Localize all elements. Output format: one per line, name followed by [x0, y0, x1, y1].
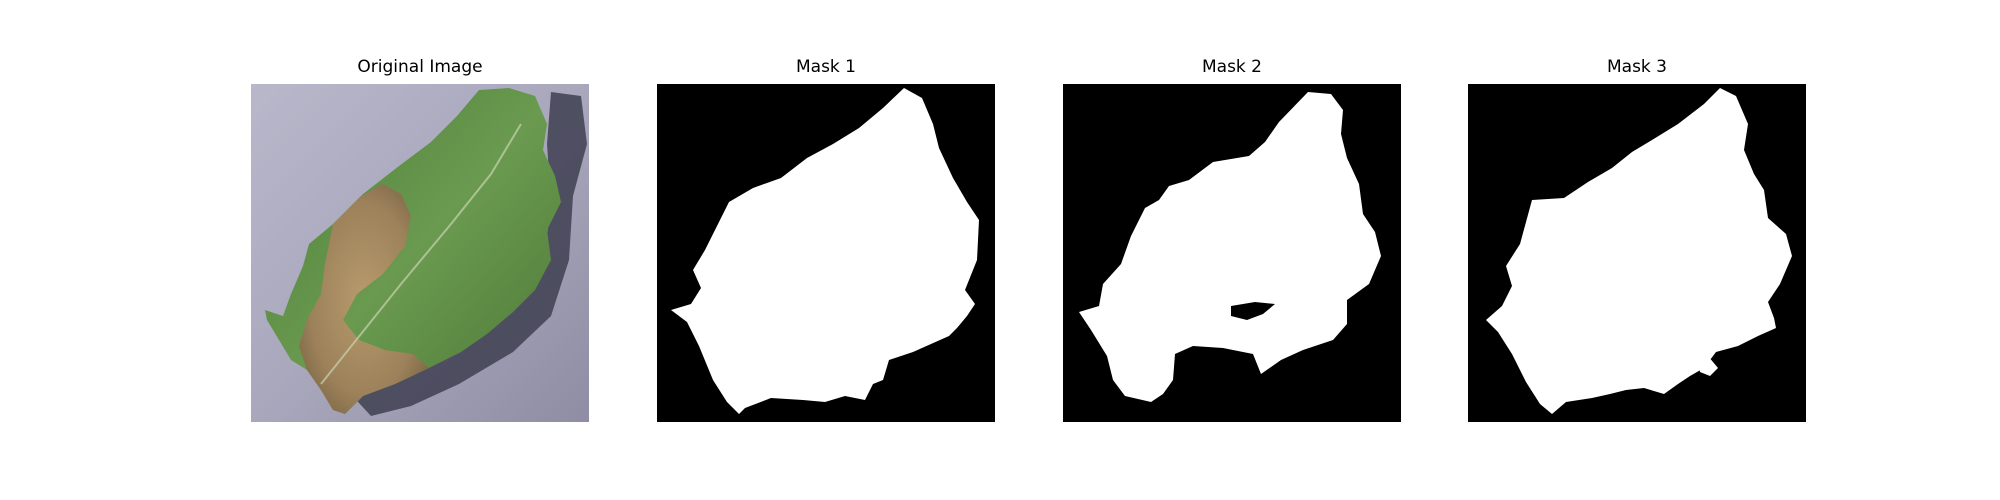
mask-2-image	[1063, 84, 1401, 422]
mask-2-title: Mask 2	[1201, 57, 1262, 77]
original-image-title: Original Image	[357, 57, 483, 77]
mask-3-foreground	[1486, 88, 1792, 414]
leaf-shadow	[347, 92, 587, 416]
mask-3-image	[1468, 84, 1806, 422]
mask-2-panel: Mask 2	[1063, 57, 1401, 422]
mask-3-title: Mask 3	[1606, 57, 1667, 77]
leaf-vein	[320, 123, 522, 385]
leaf-diseased-region	[299, 184, 429, 414]
mask-1-image	[657, 84, 995, 422]
mask-2-foreground	[1079, 92, 1381, 402]
mask-1-foreground	[671, 88, 979, 414]
original-image	[251, 84, 589, 422]
mask-1-title: Mask 1	[795, 57, 856, 77]
original-image-panel: Original Image	[251, 57, 589, 422]
mask-3-panel: Mask 3	[1468, 57, 1806, 422]
mask-1-panel: Mask 1	[657, 57, 995, 422]
